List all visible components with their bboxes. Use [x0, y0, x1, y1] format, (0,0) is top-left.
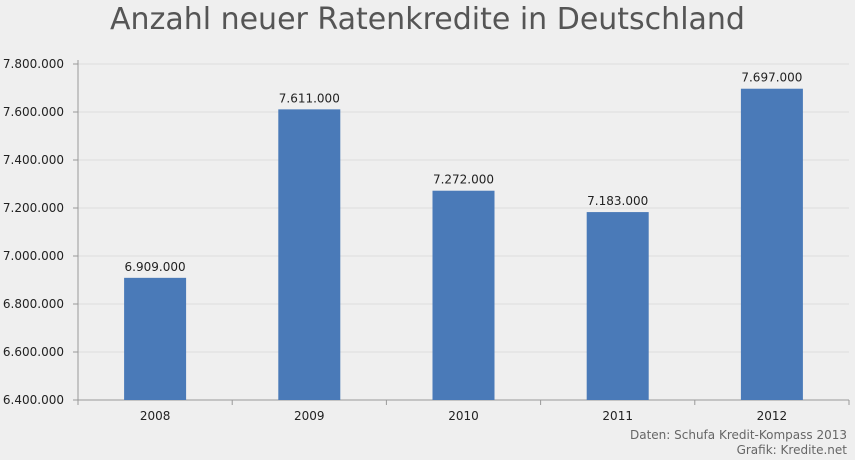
x-tick-label: 2012: [757, 409, 788, 423]
y-tick-label: 7.400.000: [3, 153, 64, 167]
data-label: 7.697.000: [741, 71, 802, 85]
x-tick-label: 2011: [602, 409, 633, 423]
x-tick-label: 2008: [140, 409, 171, 423]
y-tick-label: 7.200.000: [3, 201, 64, 215]
bar: [432, 190, 495, 400]
bar: [124, 277, 187, 400]
data-source: Daten: Schufa Kredit-Kompass 2013: [629, 428, 847, 442]
credits: Daten: Schufa Kredit-Kompass 2013 Grafik…: [630, 428, 847, 458]
data-label: 6.909.000: [125, 260, 186, 274]
y-tick-label: 7.000.000: [3, 249, 64, 263]
data-label: 7.183.000: [587, 194, 648, 208]
x-tick-label: 2010: [448, 409, 479, 423]
bar: [740, 88, 803, 400]
y-tick-label: 6.800.000: [3, 297, 64, 311]
graphic-credit: Grafik: Kredite.net: [736, 443, 847, 457]
data-label: 7.611.000: [279, 91, 340, 105]
y-tick-label: 6.400.000: [3, 393, 64, 407]
chart-title: Anzahl neuer Ratenkredite in Deutschland: [110, 2, 745, 37]
data-label: 7.272.000: [433, 173, 494, 187]
y-tick-label: 7.800.000: [3, 57, 64, 71]
y-tick-label: 6.600.000: [3, 345, 64, 359]
x-tick-label: 2009: [294, 409, 325, 423]
bar: [586, 212, 649, 400]
bar: [278, 109, 341, 401]
y-tick-label: 7.600.000: [3, 105, 64, 119]
